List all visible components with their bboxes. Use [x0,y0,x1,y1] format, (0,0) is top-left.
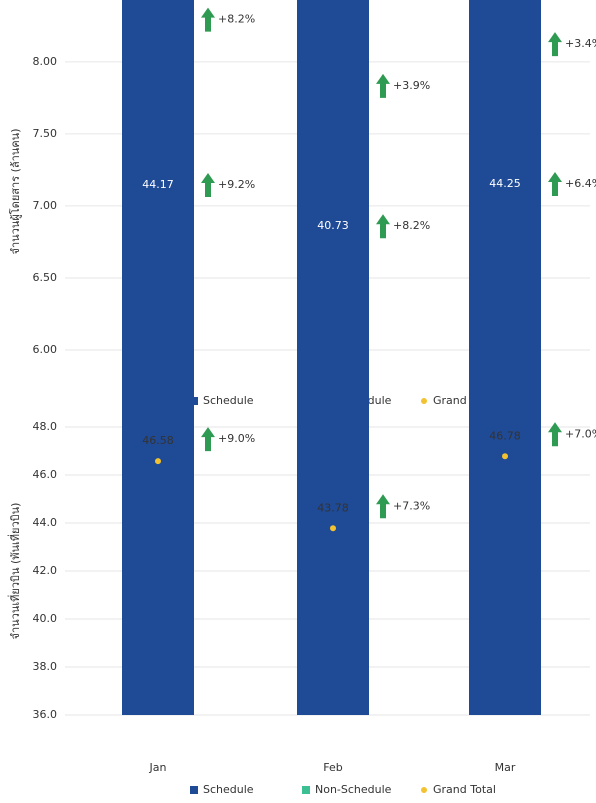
change-label: +6.4% [565,177,596,190]
x-tick-label: Mar [495,761,516,774]
y-tick-label: 40.0 [33,612,58,625]
change-arrow [376,214,390,239]
change-arrow [201,427,215,452]
change-arrow [376,73,390,98]
legend-label: Non-Schedule [315,783,392,796]
value-label: 44.17 [142,178,174,191]
y-tick-label: 6.50 [33,271,58,284]
change-label: +8.2% [218,13,255,26]
y-tick-label: 44.0 [33,516,58,529]
legend-label: Grand Total [433,783,496,796]
legend-label: Schedule [203,783,254,796]
bar-segment [122,0,194,715]
change-label: +3.9% [393,79,430,92]
legend-swatch [421,398,427,404]
y-tick-label: 42.0 [33,564,58,577]
total-marker [502,453,508,460]
total-marker [155,458,161,465]
value-label: 44.25 [489,177,521,190]
change-label: +8.2% [393,219,430,232]
y-tick-label: 7.00 [33,199,58,212]
y-axis-label: จำนวนผู้โดยสาร (ล้านคน) [8,129,22,255]
value-label: 40.73 [317,219,349,232]
change-label: +3.4% [565,37,596,50]
y-tick-label: 48.0 [33,420,58,433]
change-arrow [201,172,215,197]
y-tick-label: 6.00 [33,343,58,356]
y-tick-label: 8.00 [33,55,58,68]
change-arrow [376,494,390,519]
legend-swatch [190,786,198,794]
bar-segment [297,0,369,716]
y-tick-label: 7.50 [33,127,58,140]
change-arrow [201,7,215,32]
change-label: +7.0% [565,427,596,440]
change-label: +9.2% [218,178,255,191]
y-axis-label: จำนวนเที่ยวบิน (พันเที่ยวบิน) [7,503,22,640]
change-label: +7.3% [393,499,430,512]
x-tick-label: Feb [323,761,342,774]
total-label: 46.78 [489,429,521,442]
bar-segment [469,0,541,715]
change-arrow [548,422,562,447]
x-tick-label: Jan [149,761,167,774]
legend-label: Schedule [203,394,254,407]
legend-swatch [421,787,427,793]
y-tick-label: 46.0 [33,468,58,481]
y-tick-label: 38.0 [33,660,58,673]
total-label: 46.58 [142,434,174,447]
legend-swatch [302,786,310,794]
y-tick-label: 36.0 [33,708,58,721]
change-label: +9.0% [218,432,255,445]
change-arrow [548,32,562,57]
total-marker [330,525,336,532]
total-label: 43.78 [317,501,349,514]
change-arrow [548,172,562,196]
